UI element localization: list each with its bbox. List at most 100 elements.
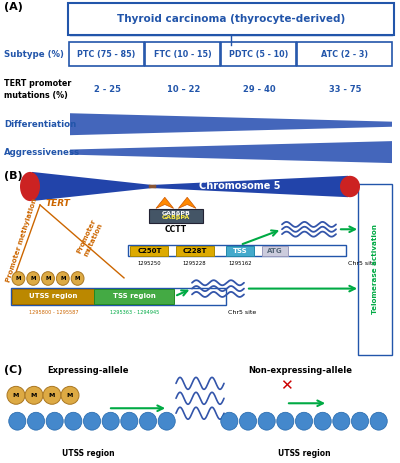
Text: GABβPA: GABβPA: [162, 215, 190, 220]
Ellipse shape: [61, 386, 79, 404]
FancyBboxPatch shape: [262, 245, 288, 256]
Text: ✕: ✕: [280, 378, 292, 393]
Text: Non-expressing-allele: Non-expressing-allele: [248, 366, 352, 375]
Ellipse shape: [25, 386, 43, 404]
Ellipse shape: [333, 412, 350, 430]
FancyBboxPatch shape: [221, 42, 296, 66]
Ellipse shape: [56, 272, 69, 285]
Text: ATC (2 - 3): ATC (2 - 3): [321, 50, 368, 59]
Text: 1295228: 1295228: [183, 261, 206, 266]
Text: TSS: TSS: [233, 248, 247, 254]
Text: Promoter
mutation: Promoter mutation: [76, 219, 104, 257]
Ellipse shape: [27, 272, 40, 285]
Text: M: M: [67, 393, 73, 398]
Text: (B): (B): [4, 171, 23, 181]
Text: UTSS region: UTSS region: [278, 449, 330, 457]
Polygon shape: [156, 197, 174, 208]
Ellipse shape: [9, 412, 26, 430]
Ellipse shape: [65, 412, 82, 430]
Text: M: M: [13, 393, 19, 398]
FancyBboxPatch shape: [12, 288, 94, 304]
Text: M: M: [30, 276, 36, 281]
Ellipse shape: [71, 272, 84, 285]
Text: 33 - 75: 33 - 75: [329, 85, 362, 94]
Text: GABβPB: GABβPB: [162, 211, 190, 216]
Ellipse shape: [84, 412, 100, 430]
Text: 29 - 40: 29 - 40: [243, 85, 276, 94]
Text: TERT: TERT: [46, 199, 71, 207]
Text: M: M: [60, 276, 66, 281]
Ellipse shape: [140, 412, 156, 430]
Ellipse shape: [221, 412, 238, 430]
Ellipse shape: [42, 272, 54, 285]
Text: PTC (75 - 85): PTC (75 - 85): [77, 50, 136, 59]
Text: 2 - 25: 2 - 25: [94, 85, 121, 94]
Ellipse shape: [352, 412, 368, 430]
FancyBboxPatch shape: [11, 288, 226, 305]
Text: TERT promoter
mutations (%): TERT promoter mutations (%): [4, 79, 71, 100]
Text: Aggressiveness: Aggressiveness: [4, 148, 80, 156]
Ellipse shape: [258, 412, 275, 430]
FancyBboxPatch shape: [145, 42, 220, 66]
FancyBboxPatch shape: [68, 2, 394, 35]
Text: 1295250: 1295250: [138, 261, 161, 266]
Polygon shape: [178, 197, 196, 208]
Ellipse shape: [277, 412, 294, 430]
Text: M: M: [45, 276, 51, 281]
Ellipse shape: [314, 412, 331, 430]
Ellipse shape: [296, 412, 312, 430]
Polygon shape: [32, 172, 152, 201]
Text: C228T: C228T: [182, 248, 207, 254]
Ellipse shape: [7, 386, 25, 404]
Ellipse shape: [121, 412, 138, 430]
Ellipse shape: [370, 412, 387, 430]
Text: UTSS region: UTSS region: [29, 294, 78, 300]
FancyBboxPatch shape: [226, 245, 254, 256]
Text: Telomerase activation: Telomerase activation: [372, 224, 378, 314]
Text: Chr5 site: Chr5 site: [228, 310, 257, 315]
FancyBboxPatch shape: [297, 42, 392, 66]
FancyBboxPatch shape: [358, 183, 392, 355]
Ellipse shape: [102, 412, 119, 430]
Text: 1295363 - 1294945: 1295363 - 1294945: [110, 310, 159, 315]
Text: Thyroid carcinoma (thyrocyte-derived): Thyroid carcinoma (thyrocyte-derived): [117, 13, 345, 24]
Text: Differentiation: Differentiation: [4, 120, 76, 129]
Polygon shape: [70, 113, 392, 135]
Ellipse shape: [46, 412, 63, 430]
Text: Chromosome 5: Chromosome 5: [199, 181, 281, 192]
Text: Promoter methylation: Promoter methylation: [6, 197, 38, 283]
Text: 10 – 22: 10 – 22: [167, 85, 200, 94]
Text: CCTT: CCTT: [165, 225, 187, 234]
Text: M: M: [75, 276, 80, 281]
Text: M: M: [16, 276, 21, 281]
Text: M: M: [31, 393, 37, 398]
Text: (C): (C): [4, 365, 22, 375]
Text: UTSS region: UTSS region: [62, 449, 114, 457]
Text: Chr5 site: Chr5 site: [348, 261, 376, 266]
Ellipse shape: [20, 172, 40, 201]
Text: 1295162: 1295162: [228, 261, 252, 266]
Ellipse shape: [12, 272, 25, 285]
FancyBboxPatch shape: [176, 245, 214, 256]
FancyBboxPatch shape: [94, 288, 174, 304]
Text: C250T: C250T: [137, 248, 162, 254]
Text: M: M: [49, 393, 55, 398]
Ellipse shape: [340, 176, 360, 197]
Ellipse shape: [43, 386, 61, 404]
Text: TSS region: TSS region: [113, 294, 156, 300]
Ellipse shape: [158, 412, 175, 430]
Text: ATG: ATG: [267, 248, 282, 254]
Polygon shape: [152, 176, 348, 197]
Text: PDTC (5 - 10): PDTC (5 - 10): [229, 50, 288, 59]
Text: Subtype (%): Subtype (%): [4, 50, 64, 59]
Text: Expressing-allele: Expressing-allele: [47, 366, 129, 375]
FancyBboxPatch shape: [130, 245, 168, 256]
Ellipse shape: [240, 412, 256, 430]
Text: FTC (10 - 15): FTC (10 - 15): [154, 50, 211, 59]
FancyBboxPatch shape: [149, 209, 203, 223]
FancyBboxPatch shape: [69, 42, 144, 66]
FancyBboxPatch shape: [128, 245, 346, 257]
Ellipse shape: [28, 412, 44, 430]
Text: (A): (A): [4, 2, 23, 12]
Polygon shape: [70, 141, 392, 163]
